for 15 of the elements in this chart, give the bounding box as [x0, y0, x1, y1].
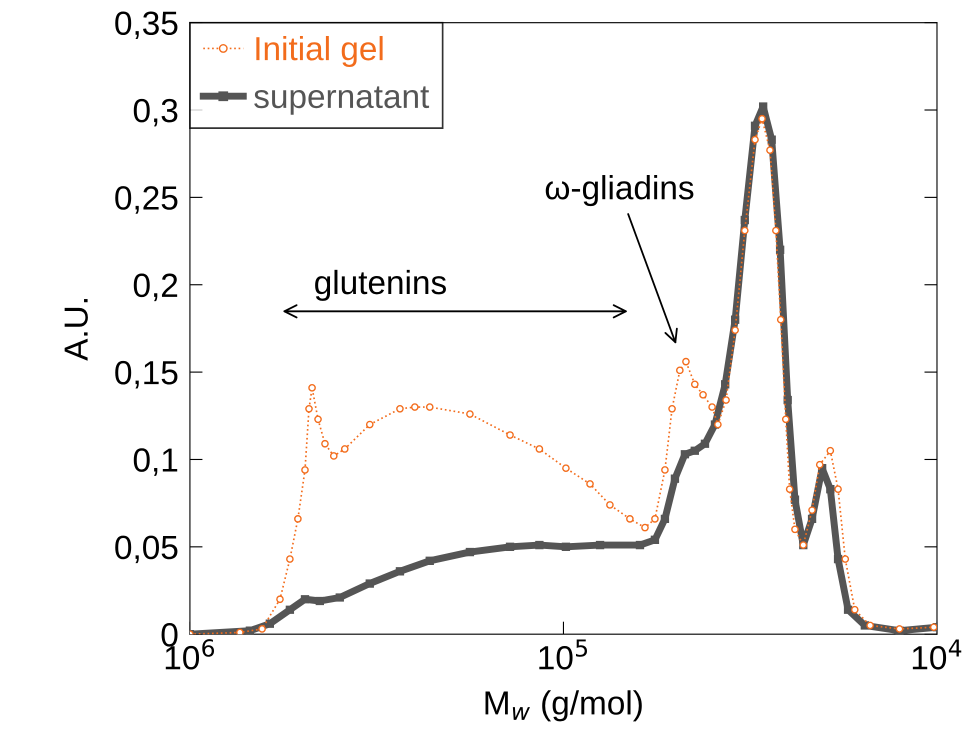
y-axis-title: A.U.: [64, 299, 88, 361]
y-tick-label: 0,3: [134, 98, 178, 126]
y-tick-label: 0,05: [115, 536, 178, 564]
y-tick-label: 0,35: [115, 11, 178, 39]
y-tick-label: 0,2: [134, 274, 178, 302]
legend-label: Initial gel: [256, 36, 383, 68]
x-tick-label: 10$^{5}$: [539, 639, 587, 670]
annotation: glutenins: [315, 270, 446, 301]
annotation: ω-gliadins: [546, 175, 694, 206]
legend-label: supernatant: [254, 86, 430, 115]
y-tick-label: 0,1: [134, 448, 178, 476]
y-tick-label: 0,25: [115, 186, 178, 214]
x-tick-label: 10$^{4}$: [912, 639, 962, 670]
x-axis-title: M$_{w}$ (g/mol): [486, 690, 642, 722]
y-tick-label: 0,15: [115, 360, 178, 388]
